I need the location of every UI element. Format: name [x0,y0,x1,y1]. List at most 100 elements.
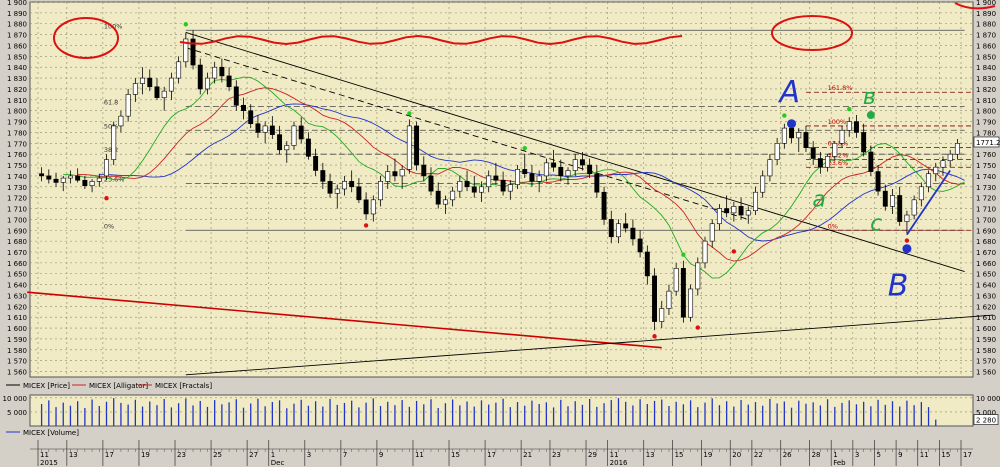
candle [616,219,621,244]
date-label: 29 [588,451,597,459]
candle-body-down [522,169,528,175]
price-tick-right: 1 830 [976,75,996,83]
price-tick-right: 1 790 [976,119,996,127]
candle [356,178,362,204]
date-period-label: Dec [271,459,285,467]
price-tick-left: 1 890 [7,10,27,18]
candle-body-up [486,175,492,188]
date-period-label: 2015 [40,459,58,467]
candle-body-down [623,223,629,229]
volume-tick-right: 5 000 [976,409,996,417]
candle-body-down [39,173,45,177]
fractal-markers [104,22,910,339]
date-label: 26 [783,451,792,459]
candle-body-down [190,38,196,66]
date-period-label: 2016 [610,459,628,467]
alligator-lips [63,76,965,279]
date-label: 11 [920,451,929,459]
candle [464,170,470,192]
candle [601,186,607,225]
legend-label: MICEX [Alligator] [89,382,148,390]
fractal-up [847,106,852,112]
candle [255,115,261,138]
date-label: 17 [105,451,114,459]
price-tick-right: 1 890 [976,10,996,18]
candle [572,154,578,176]
candle [104,154,109,181]
candle [363,192,369,220]
candle-body-down [817,158,823,168]
candle [515,165,520,189]
candle-body-up [67,175,73,179]
candle-body-up [125,94,131,117]
price-tick-left: 1 560 [7,369,27,377]
marker-dot-A [787,119,797,129]
fractal-up [782,113,787,118]
candle-body-up [716,208,722,225]
candle-body-up [176,61,182,79]
legend-label: MICEX [Price] [23,382,70,390]
candle-body-down [868,151,874,172]
price-tick-right: 1 580 [976,347,996,355]
candle [125,88,131,122]
candle [767,154,773,182]
candle [731,202,737,222]
date-label: 3 [855,451,859,459]
candle [320,162,326,189]
candle [839,125,845,148]
candle-body-down [421,164,427,177]
candle-body-up [212,66,218,79]
candle [457,175,463,198]
price-tick-left: 1 580 [7,347,27,355]
price-tick-left: 1 640 [7,282,27,290]
date-label: 11 [415,451,424,459]
candle-body-up [666,290,672,309]
candle [219,58,225,83]
price-tick-left: 1 660 [7,260,27,268]
candle-body-up [111,125,117,160]
candle [161,86,167,111]
fractal-up [407,111,412,116]
price-tick-right: 1 900 [976,0,996,7]
candle [435,182,441,209]
candle [623,212,629,233]
price-tick-left: 1 720 [7,195,27,203]
price-tick-right: 1 570 [976,358,996,366]
fractal-up [522,145,527,151]
candle [760,170,766,198]
candle-body-down [652,275,657,322]
price-tick-right: 1 690 [976,227,996,235]
price-tick-left: 1 740 [7,173,27,181]
candle-body-down [82,179,88,186]
candle [644,245,650,285]
price-legend-strip [0,378,975,393]
price-axis: 1 560 1 560 1 570 1 570 1 580 1 580 1 590 1 590… [7,0,996,377]
candle [897,186,903,226]
candle-body-up [204,77,210,90]
candle-body-down [233,86,239,106]
candle [233,80,239,111]
candle-body-down [803,132,809,148]
price-tick-left: 1 760 [7,151,27,159]
date-label: 3 [307,451,311,459]
candle [89,179,95,193]
price-tick-right: 1 600 [976,325,996,333]
price-tick-left: 1 870 [7,32,27,40]
candle-body-down [363,199,369,215]
price-tick-right: 1 640 [976,282,996,290]
candle-body-up [688,288,694,318]
candle [774,137,780,166]
candle-body-down [197,64,203,90]
fractal-down [904,238,910,243]
candle [342,175,347,196]
candle [204,72,210,95]
candle [262,121,268,144]
candle-body-up [507,184,513,192]
price-tick-left: 1 710 [7,206,27,214]
last-price-box [973,136,1000,148]
legend-label: MICEX [Volume] [23,429,79,437]
candle [947,149,953,168]
candle-body-up [536,175,542,182]
price-tick-left: 1 820 [7,86,27,94]
